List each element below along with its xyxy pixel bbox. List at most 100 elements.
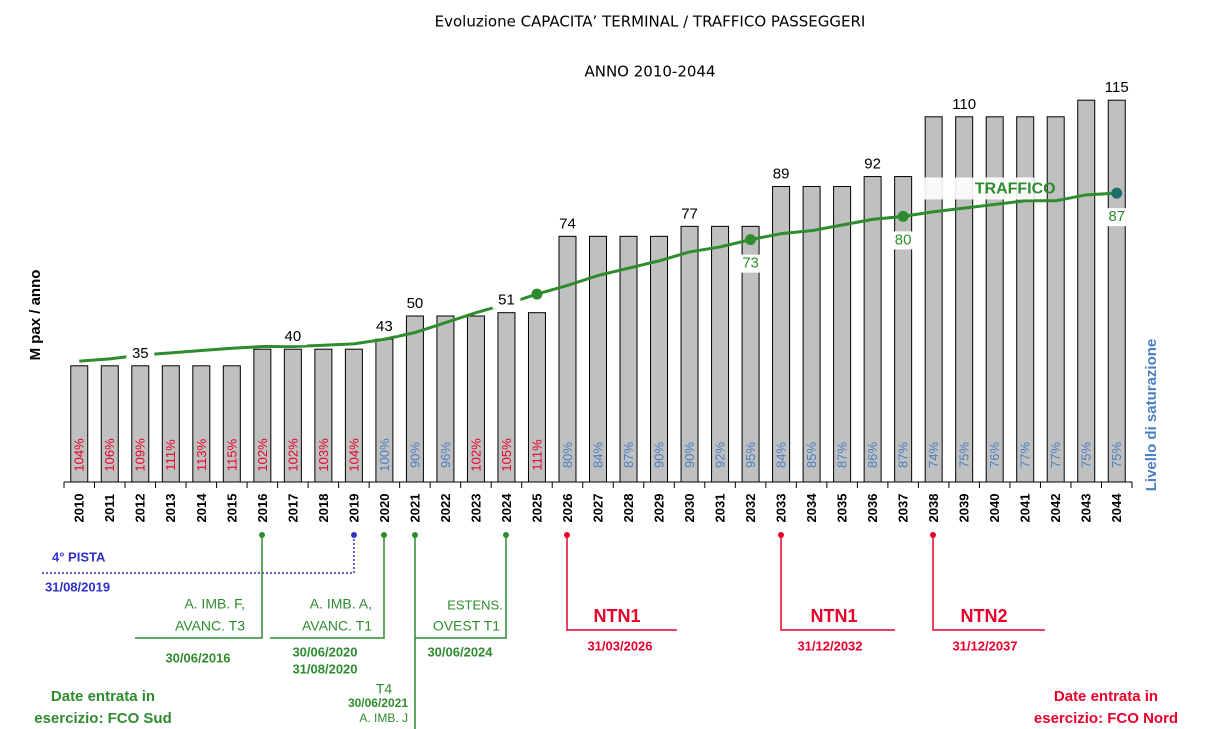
saturation-label: 106% xyxy=(102,438,117,472)
value-label: 43 xyxy=(376,318,393,335)
saturation-label: 102% xyxy=(285,438,300,472)
saturation-label: 80% xyxy=(560,442,575,468)
value-label: 73 xyxy=(742,255,759,272)
x-tick-label: 2040 xyxy=(987,494,1002,523)
bar xyxy=(466,315,485,483)
footnote: esercizio: FCO Nord xyxy=(1034,710,1178,727)
x-tick-label: 2019 xyxy=(346,494,361,523)
value-label: 89 xyxy=(773,165,790,182)
x-tick-label: 2015 xyxy=(224,494,239,523)
bar xyxy=(802,186,821,483)
line-marker xyxy=(897,210,909,222)
saturation-label: 77% xyxy=(1048,442,1063,468)
annotation-text: ESTENS. xyxy=(447,597,503,612)
x-tick-label: 2028 xyxy=(621,494,636,523)
x-tick-label: 2036 xyxy=(865,494,880,523)
value-label-bg xyxy=(1102,80,1131,97)
annotation-text: 31/12/2037 xyxy=(952,638,1017,653)
connector xyxy=(780,535,895,631)
bar xyxy=(680,225,699,483)
saturation-label: 92% xyxy=(712,442,727,468)
saturation-label: 115% xyxy=(224,438,239,471)
x-tick-label: 2026 xyxy=(560,494,575,523)
annotation-pista: 4° PISTA 31/08/2019 xyxy=(40,532,357,594)
bar xyxy=(741,225,760,483)
bar xyxy=(772,186,791,483)
value-label-bg xyxy=(370,319,399,336)
value-label: 51 xyxy=(498,292,515,309)
value-label-bg xyxy=(891,231,916,250)
bar xyxy=(253,348,272,483)
saturation-label: 109% xyxy=(133,438,148,472)
annotation-text: AVANC. T3 xyxy=(175,618,245,634)
bar xyxy=(1077,99,1096,483)
bar xyxy=(558,235,577,483)
saturation-label: 87% xyxy=(896,442,911,468)
value-label: 80 xyxy=(895,231,912,248)
series-label-bg xyxy=(924,177,1035,200)
footnote: Date entrata in xyxy=(1054,688,1158,705)
bar xyxy=(314,348,333,483)
annotation-text: A. IMB. J xyxy=(359,711,408,725)
value-label: 77 xyxy=(681,205,698,222)
bar xyxy=(1046,116,1065,483)
annotation-text: AVANC. T1 xyxy=(302,618,372,634)
value-label-bg xyxy=(492,292,521,309)
connector xyxy=(135,535,263,639)
value-label: 35 xyxy=(132,345,149,362)
annotation-text: 30/06/2021 xyxy=(348,696,408,710)
saturation-label: 105% xyxy=(499,438,514,472)
bar xyxy=(985,116,1004,483)
value-label: 74 xyxy=(559,215,576,232)
x-tick-label: 2013 xyxy=(163,494,178,523)
annotation-text: 30/06/2020 xyxy=(292,644,357,659)
x-tick-label: 2025 xyxy=(529,494,544,523)
saturation-label: 75% xyxy=(957,442,972,468)
bar xyxy=(955,116,974,483)
value-label: 50 xyxy=(407,295,424,312)
bar xyxy=(833,186,852,483)
annotation-2024: ESTENS. OVEST T1 30/06/2024 xyxy=(415,532,509,659)
value-label-bg xyxy=(767,166,796,183)
line-marker xyxy=(1111,187,1123,199)
value-label-bg xyxy=(126,345,155,362)
saturation-label: 95% xyxy=(743,442,758,468)
saturation-label: 75% xyxy=(1109,442,1124,468)
bar xyxy=(589,235,607,483)
x-tick-label: 2033 xyxy=(774,494,789,523)
value-label: 115 xyxy=(1105,79,1129,96)
chart-title: Evoluzione CAPACITA’ TERMINAL / TRAFFICO… xyxy=(435,13,866,31)
annotation-ntn2-2037: NTN2 31/12/2037 xyxy=(930,532,1045,653)
bar xyxy=(1016,116,1035,483)
bar xyxy=(131,365,150,483)
bar xyxy=(650,235,669,483)
line-marker xyxy=(531,288,543,300)
annotation-text: 30/06/2024 xyxy=(427,644,493,659)
saturation-label: 90% xyxy=(407,442,422,468)
bar xyxy=(70,365,89,483)
x-tick-label: 2044 xyxy=(1109,493,1124,523)
x-tick-label: 2029 xyxy=(651,494,666,523)
saturation-label: 76% xyxy=(987,442,1002,468)
annotation-text: 31/12/2032 xyxy=(797,638,862,653)
annotation-text: NTN1 xyxy=(810,606,857,626)
bar xyxy=(863,176,882,483)
annotation-text: NTN1 xyxy=(593,606,640,626)
bar xyxy=(222,365,241,483)
annotation-2016: A. IMB. F, AVANC. T3 30/06/2016 xyxy=(135,532,265,665)
bar xyxy=(497,312,516,483)
x-tick-label: 2034 xyxy=(804,493,819,523)
annotation-text: T4 xyxy=(376,681,393,697)
saturation-label: 86% xyxy=(865,442,880,468)
x-tick-label: 2032 xyxy=(743,494,758,523)
bar xyxy=(436,315,455,483)
saturation-label: Livello di saturazione xyxy=(1143,339,1160,492)
x-tick-label: 2016 xyxy=(255,494,270,523)
x-tick-label: 2038 xyxy=(926,494,941,523)
annotation-text: 31/08/2019 xyxy=(45,579,110,594)
x-tick-label: 2042 xyxy=(1048,494,1063,523)
x-tick-label: 2018 xyxy=(316,494,331,523)
connector xyxy=(415,535,507,639)
annotation-ntn1-2032: NTN1 31/12/2032 xyxy=(778,532,895,653)
x-tick-label: 2017 xyxy=(285,494,300,523)
